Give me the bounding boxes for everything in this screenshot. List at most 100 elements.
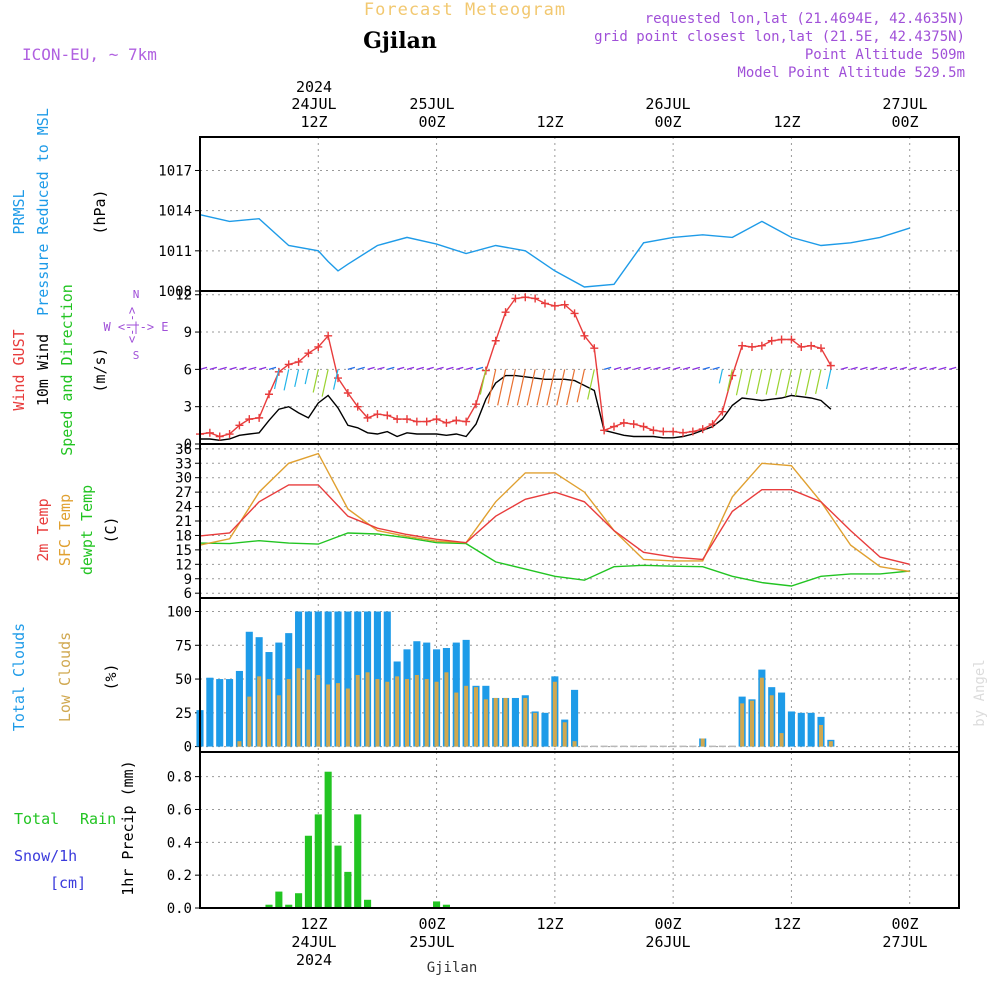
gust-marker xyxy=(462,417,471,426)
gust-marker xyxy=(412,417,421,426)
model-point-altitude: Model Point Altitude 529.5m xyxy=(737,65,965,81)
gust-marker xyxy=(432,415,441,424)
gust-marker xyxy=(718,407,727,416)
point-altitude: Point Altitude 509m xyxy=(805,47,965,63)
top-axis-hour: 00Z xyxy=(891,113,918,131)
gust-marker xyxy=(738,341,747,350)
low-cloud-bar xyxy=(493,697,498,747)
total-cloud-bar xyxy=(590,745,598,748)
gust-marker xyxy=(255,413,264,422)
clouds-y-tick-label: 50 xyxy=(175,672,192,688)
total-cloud-bar xyxy=(630,745,638,748)
pressure-unit: (hPa) xyxy=(91,189,109,234)
rain-bar xyxy=(304,835,312,908)
cm-label: [cm] xyxy=(50,874,86,892)
gust-marker xyxy=(787,335,796,344)
rain-bar xyxy=(275,891,283,908)
total-cloud-bar xyxy=(275,642,283,747)
gust-marker xyxy=(698,425,707,434)
total-cloud-bar xyxy=(226,679,234,747)
clouds-unit: (%) xyxy=(102,663,120,690)
compass-we: W <-|-> E xyxy=(103,320,168,334)
bottom-axis-hour: 12Z xyxy=(536,915,563,933)
wind-direction-arrow xyxy=(726,369,733,392)
low-cloud-bar xyxy=(267,679,271,747)
wind-direction-arrow xyxy=(332,369,339,390)
rain-bar xyxy=(324,771,332,908)
wind-direction-arrow xyxy=(321,369,329,397)
wind-direction-arrow xyxy=(587,369,595,400)
rain-bar xyxy=(314,814,322,908)
low-cloud-bar xyxy=(424,679,429,747)
low-cloud-bar xyxy=(434,681,439,747)
wind-direction-arrow xyxy=(948,366,957,370)
total-cloud-bar xyxy=(689,745,697,748)
wind-direction-arrow xyxy=(939,366,947,370)
gust-marker xyxy=(353,402,362,411)
gust-marker xyxy=(767,336,776,345)
wind-direction-arrow xyxy=(784,369,793,397)
total-cloud-bar xyxy=(679,745,687,748)
total-cloud-bar xyxy=(235,670,243,747)
wind-panel: 0 3 6 9 12 xyxy=(175,288,959,453)
top-axis-hour: 12Z xyxy=(773,113,800,131)
low-cloud-bar xyxy=(750,700,754,747)
top-axis-hour: 00Z xyxy=(418,113,445,131)
compass-s: S xyxy=(133,349,140,362)
wind-direction-arrow xyxy=(304,369,310,385)
wind-direction-arrow xyxy=(765,369,773,395)
low-cloud-bar xyxy=(759,677,764,747)
gust-marker xyxy=(383,411,392,420)
total-cloud-bar xyxy=(571,689,579,747)
total-cloud-bar xyxy=(797,712,805,747)
wind-direction-arrow xyxy=(258,366,267,370)
gust-marker xyxy=(679,428,687,437)
pressure-labels: PRMSL Pressure Reduced to MSL (hPa) xyxy=(10,108,109,316)
rain-bar xyxy=(295,893,303,908)
wind-speed-dir-label: Speed and Direction xyxy=(58,284,76,456)
wind-direction-arrow xyxy=(623,366,632,370)
gust-marker xyxy=(501,308,510,317)
wind-direction-arrow xyxy=(465,366,474,370)
total-cloud-bar xyxy=(709,745,717,748)
clouds-frame xyxy=(199,597,960,753)
wind-y-tick-label: 12 xyxy=(175,288,192,304)
gust-marker xyxy=(826,361,835,370)
wind-direction-arrow xyxy=(377,366,385,370)
wind-direction-arrow xyxy=(870,366,878,370)
low-cloud-bar xyxy=(444,672,449,747)
low-cloud-bar xyxy=(779,733,784,747)
bottom-axis-year: 2024 xyxy=(296,951,332,969)
wind-direction-arrow xyxy=(357,366,365,370)
gust-marker xyxy=(314,342,323,351)
wind-direction-arrow xyxy=(479,369,487,395)
total-cloud-bar xyxy=(600,745,608,748)
rain-bar xyxy=(364,899,372,908)
low-cloud-bar xyxy=(375,679,380,747)
gust-marker xyxy=(393,415,402,424)
dewpt-label: dewpt Temp xyxy=(78,485,96,575)
rain-bar xyxy=(354,814,362,908)
gust-marker xyxy=(363,413,372,422)
low-cloud-bar xyxy=(247,696,252,747)
low-cloud-bar xyxy=(276,695,281,747)
low-clouds-label: Low Clouds xyxy=(56,632,74,722)
low-cloud-bar xyxy=(237,741,242,747)
total-cloud-bar xyxy=(807,712,815,747)
wind-direction-arrow xyxy=(643,366,651,370)
low-cloud-bar xyxy=(395,676,400,747)
total-cloud-bar xyxy=(659,745,667,748)
gust-marker xyxy=(600,426,609,435)
rain-label: Rain xyxy=(80,810,116,828)
wind-direction-arrow xyxy=(775,369,783,396)
gust-marker xyxy=(639,422,648,431)
low-cloud-bar xyxy=(316,675,321,747)
gust-marker xyxy=(629,420,638,429)
wind-direction-arrow xyxy=(860,366,868,370)
wind-direction-arrow xyxy=(745,369,753,395)
total-cloud-bar xyxy=(334,611,342,747)
gust-marker xyxy=(708,420,717,429)
wind-direction-arrow xyxy=(229,366,237,370)
gust-marker xyxy=(688,427,697,436)
gust-marker xyxy=(511,294,520,303)
